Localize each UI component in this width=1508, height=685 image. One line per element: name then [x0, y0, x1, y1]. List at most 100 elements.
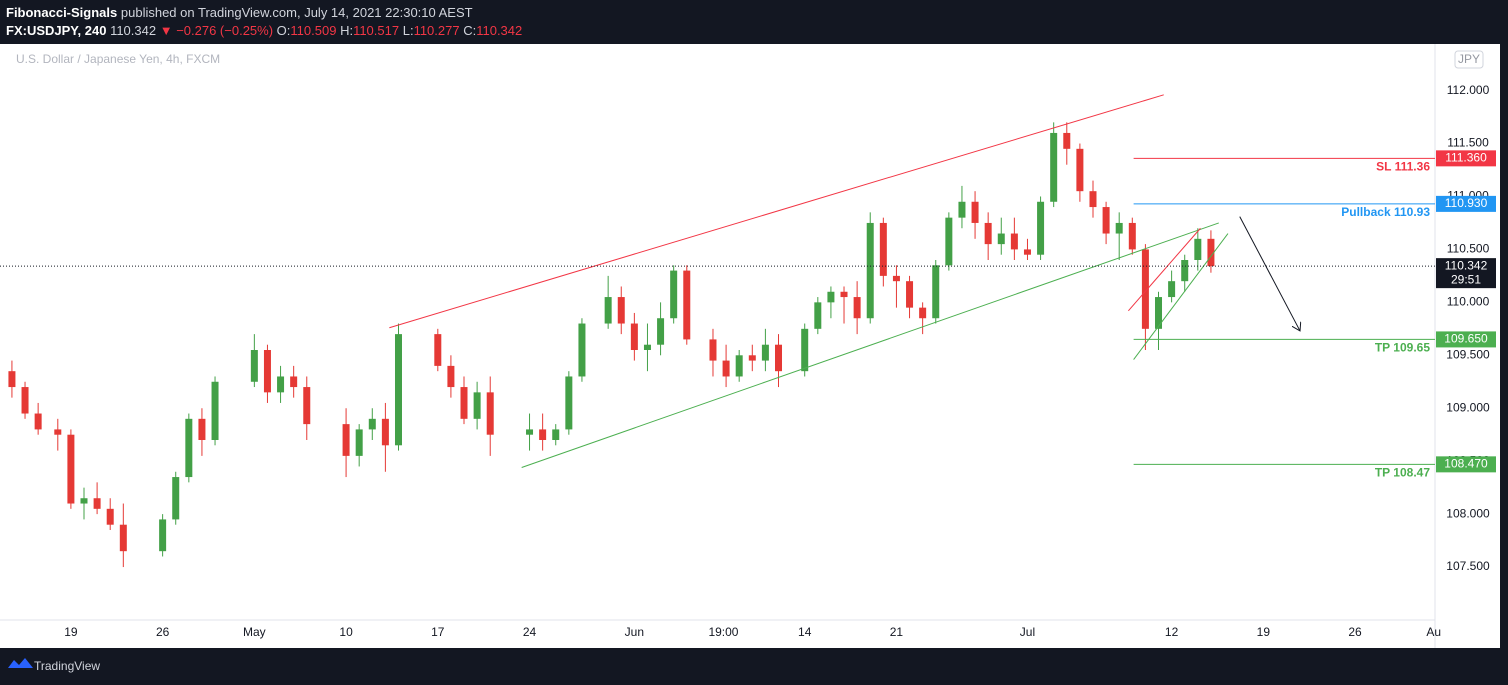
x-tick-label: May: [243, 625, 266, 639]
candle-body: [381, 418, 389, 446]
candle-body: [1168, 281, 1176, 298]
candle-body: [984, 222, 992, 245]
y-tick-label: 110.000: [1447, 295, 1490, 309]
x-tick-label: 19:00: [708, 625, 738, 639]
candle-body: [473, 392, 481, 419]
ohlc-label: H:: [340, 23, 354, 38]
level-badge-text: 110.930: [1445, 196, 1488, 210]
currency[interactable]: JPY: [1458, 52, 1480, 66]
candle-body: [486, 392, 494, 435]
candle-body: [840, 291, 848, 298]
candle-body: [604, 297, 612, 324]
trendline: [389, 94, 1164, 329]
publisher[interactable]: Fibonacci-Signals: [6, 5, 118, 20]
countdown: 29:51: [1451, 272, 1481, 286]
candle-body: [34, 413, 42, 430]
price-badge-text: 110.342: [1445, 258, 1488, 272]
candle-body: [434, 334, 442, 366]
x-tick-label: 17: [431, 625, 445, 639]
candle-body: [1128, 222, 1136, 250]
candle-body: [342, 424, 350, 456]
candle-body: [355, 429, 363, 456]
candle-body: [958, 201, 966, 218]
candle-body: [21, 387, 29, 414]
x-tick-label: 21: [890, 625, 904, 639]
ohlc-label: C:: [463, 23, 477, 38]
ohlc: O:110.509 H:110.517 L:110.277 C:110.342: [277, 23, 523, 38]
level-badge-text: 108.470: [1444, 457, 1488, 471]
price-badge: [1436, 258, 1496, 289]
y-tick-label: 108.000: [1446, 506, 1490, 520]
y-tick-label: 107.500: [1446, 559, 1490, 573]
candle-body: [1115, 222, 1123, 234]
candle-body: [80, 498, 88, 504]
header: Fibonacci-Signals published on TradingVi…: [6, 4, 522, 40]
candle-body: [198, 418, 206, 440]
candle-body: [748, 355, 756, 361]
x-tick-label: 12: [1165, 625, 1179, 639]
candle-body: [1194, 238, 1202, 260]
currency-button[interactable]: [1454, 50, 1484, 69]
candle-body: [735, 355, 743, 377]
candle-body: [1141, 249, 1149, 329]
candle-body: [185, 418, 193, 478]
candle-body: [263, 350, 271, 393]
plot: [0, 94, 1435, 568]
y-tick-label: 109.500: [1446, 347, 1490, 361]
last: 110.342: [110, 23, 157, 38]
candle-body: [539, 429, 547, 440]
candle-body: [1207, 238, 1215, 267]
candle-body: [172, 477, 180, 520]
candle-body: [827, 291, 835, 303]
candle-body: [250, 350, 258, 382]
x-tick-label: Jul: [1020, 625, 1035, 639]
ohlc-value: 110.509: [290, 23, 337, 38]
candle-body: [683, 270, 691, 340]
candle-body: [1050, 132, 1058, 202]
legend: U.S. Dollar / Japanese Yen, 4h, FXCM: [16, 52, 220, 66]
y-tick-label: 111.500: [1447, 136, 1489, 150]
candle-body: [775, 344, 783, 372]
y-tick-label: 109.000: [1446, 400, 1490, 414]
candle-body: [447, 365, 455, 388]
level-label: TP 109.65: [1375, 341, 1430, 355]
candle-body: [394, 334, 402, 446]
trendline: [521, 222, 1219, 469]
candle-body: [892, 275, 900, 282]
publish-line: Fibonacci-Signals published on TradingVi…: [6, 4, 522, 22]
candle-body: [630, 323, 638, 350]
x-tick-label: Jun: [625, 625, 644, 639]
y-tick-label: 110.500: [1447, 242, 1490, 256]
trendline: [1127, 227, 1201, 312]
x-tick-label: 26: [156, 625, 170, 639]
candle-body: [906, 281, 914, 308]
x-tick-label: 26: [1348, 625, 1362, 639]
level-badge-text: 109.650: [1444, 332, 1488, 346]
candle-body: [801, 328, 809, 372]
candle-body: [526, 429, 534, 435]
level-badge: [1436, 456, 1496, 473]
candle-body: [8, 371, 16, 388]
candle-body: [1023, 249, 1031, 255]
quote-line: FX:USDJPY, 240 110.342 ▼ −0.276 (−0.25%)…: [6, 22, 522, 40]
symbol: FX:USDJPY, 240: [6, 23, 107, 38]
x-tick-label: 19: [64, 625, 78, 639]
candle-body: [460, 387, 468, 419]
brand[interactable]: TradingView: [34, 659, 100, 673]
candle-body: [1076, 148, 1084, 192]
candle-body: [1089, 191, 1097, 208]
candle-body: [971, 201, 979, 223]
candle-body: [1181, 260, 1189, 282]
candle-body: [1010, 233, 1018, 250]
x-tick-label: Au: [1426, 625, 1441, 639]
candle-body: [565, 376, 573, 430]
candle-body: [578, 323, 586, 377]
candle-body: [119, 524, 127, 552]
candle-body: [866, 222, 874, 319]
candle-body: [277, 376, 285, 393]
candle-body: [67, 434, 75, 504]
logo: [8, 658, 33, 668]
candle-body: [879, 222, 887, 276]
